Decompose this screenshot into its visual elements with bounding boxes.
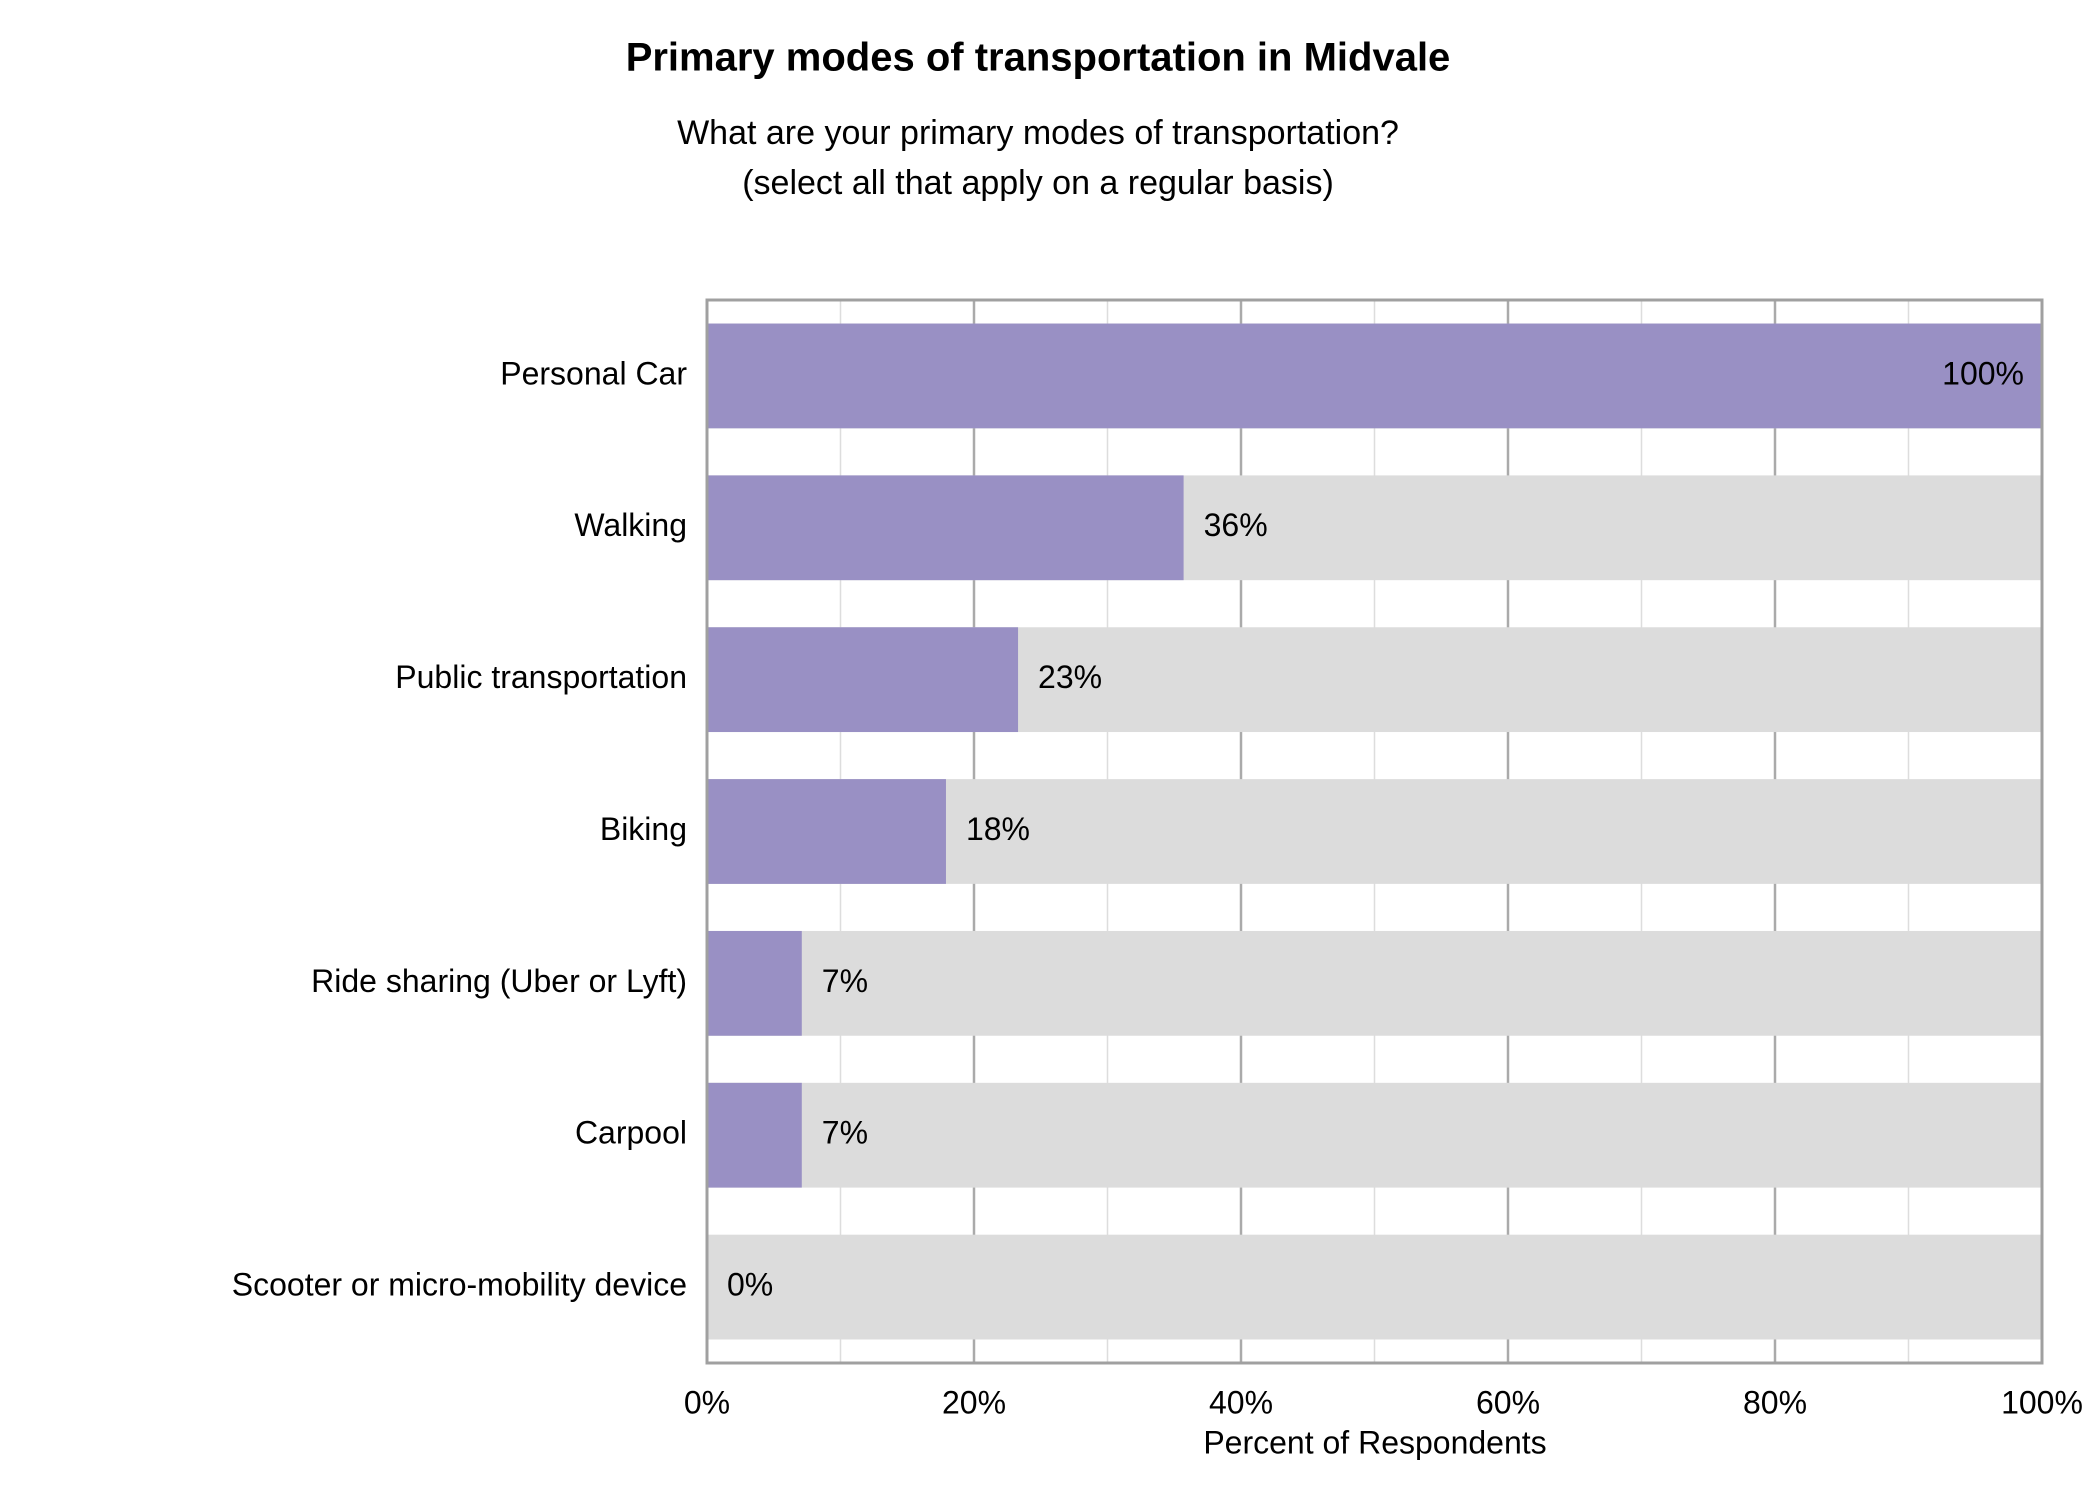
bar — [707, 779, 946, 884]
chart-subtitle: (select all that apply on a regular basi… — [742, 164, 1334, 202]
x-tick-label: 0% — [684, 1384, 730, 1420]
value-label: 36% — [1204, 507, 1268, 543]
y-tick-label: Biking — [600, 811, 687, 847]
value-label: 100% — [1942, 355, 2024, 391]
value-label: 7% — [822, 963, 868, 999]
x-tick-label: 20% — [942, 1384, 1006, 1420]
bar — [707, 1082, 802, 1188]
bar — [707, 627, 1019, 733]
bar — [707, 475, 1184, 581]
value-label: 18% — [966, 811, 1030, 847]
x-tick-label: 60% — [1476, 1384, 1540, 1420]
y-tick-label: Walking — [574, 507, 687, 543]
bar — [707, 930, 802, 1036]
bar-track — [707, 930, 2042, 1036]
value-label: 23% — [1038, 659, 1102, 695]
bar — [707, 323, 2042, 429]
bar-track — [707, 1082, 2042, 1188]
y-tick-label: Public transportation — [395, 659, 687, 695]
y-tick-label: Personal Car — [500, 355, 687, 391]
plot-frame — [705, 298, 2044, 1365]
y-tick-label: Ride sharing (Uber or Lyft) — [311, 963, 687, 999]
x-tick-label: 100% — [2001, 1384, 2083, 1420]
y-tick-label: Scooter or micro-mobility device — [232, 1267, 687, 1303]
chart-title: Primary modes of transportation in Midva… — [626, 36, 1451, 80]
x-tick-label: 40% — [1209, 1384, 1273, 1420]
value-label: 7% — [822, 1115, 868, 1151]
x-tick-label: 80% — [1743, 1384, 1807, 1420]
value-label: 0% — [727, 1267, 773, 1303]
y-tick-label: Carpool — [575, 1115, 687, 1151]
chart-subtitle: What are your primary modes of transport… — [677, 114, 1399, 152]
bar-track — [707, 1234, 2042, 1340]
x-axis-title: Percent of Respondents — [1203, 1424, 1546, 1460]
